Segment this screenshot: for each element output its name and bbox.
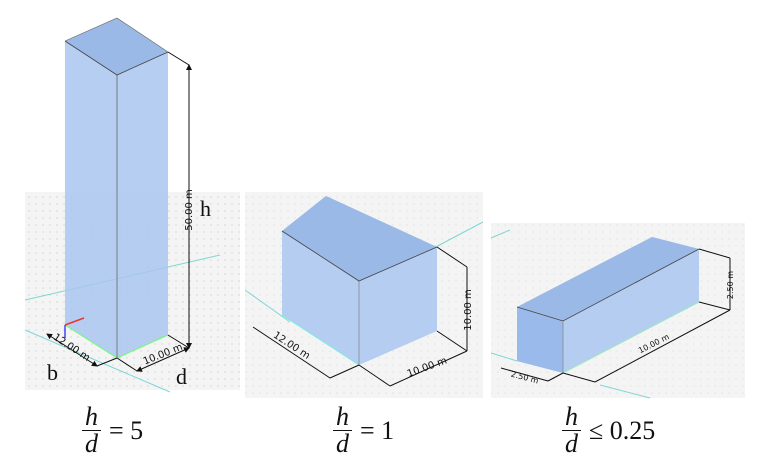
b-symbol: b [47,360,58,385]
formula-relation: = 1 [360,415,395,445]
x-axis-icon [64,317,85,326]
formula-denominator: d [565,429,578,458]
h-symbol: h [200,196,211,221]
formula-relation: ≤ 0.25 [589,415,656,445]
panel-low-building: 2.50 m 2.50 m 10.00 m [490,223,745,399]
formula-denominator: d [336,429,349,458]
formula-numerator: h [562,404,581,431]
formula-numerator: h [82,404,101,431]
panel-cube-building: 10.00 m 12.00 m 10.00 m [244,192,484,398]
formula-numerator: h [333,404,352,431]
formula-relation: = 5 [109,415,144,445]
height-dimension: 2.50 m [726,271,735,299]
d-symbol: d [176,364,187,389]
formula-denominator: d [85,429,98,458]
height-dimension: 50.00 m [184,189,195,231]
building-box [65,18,168,358]
height-dimension: 10.00 m [463,289,474,331]
panel-tall-building: 50.00 m h 12.00 m 10.00 m b d [24,17,240,393]
